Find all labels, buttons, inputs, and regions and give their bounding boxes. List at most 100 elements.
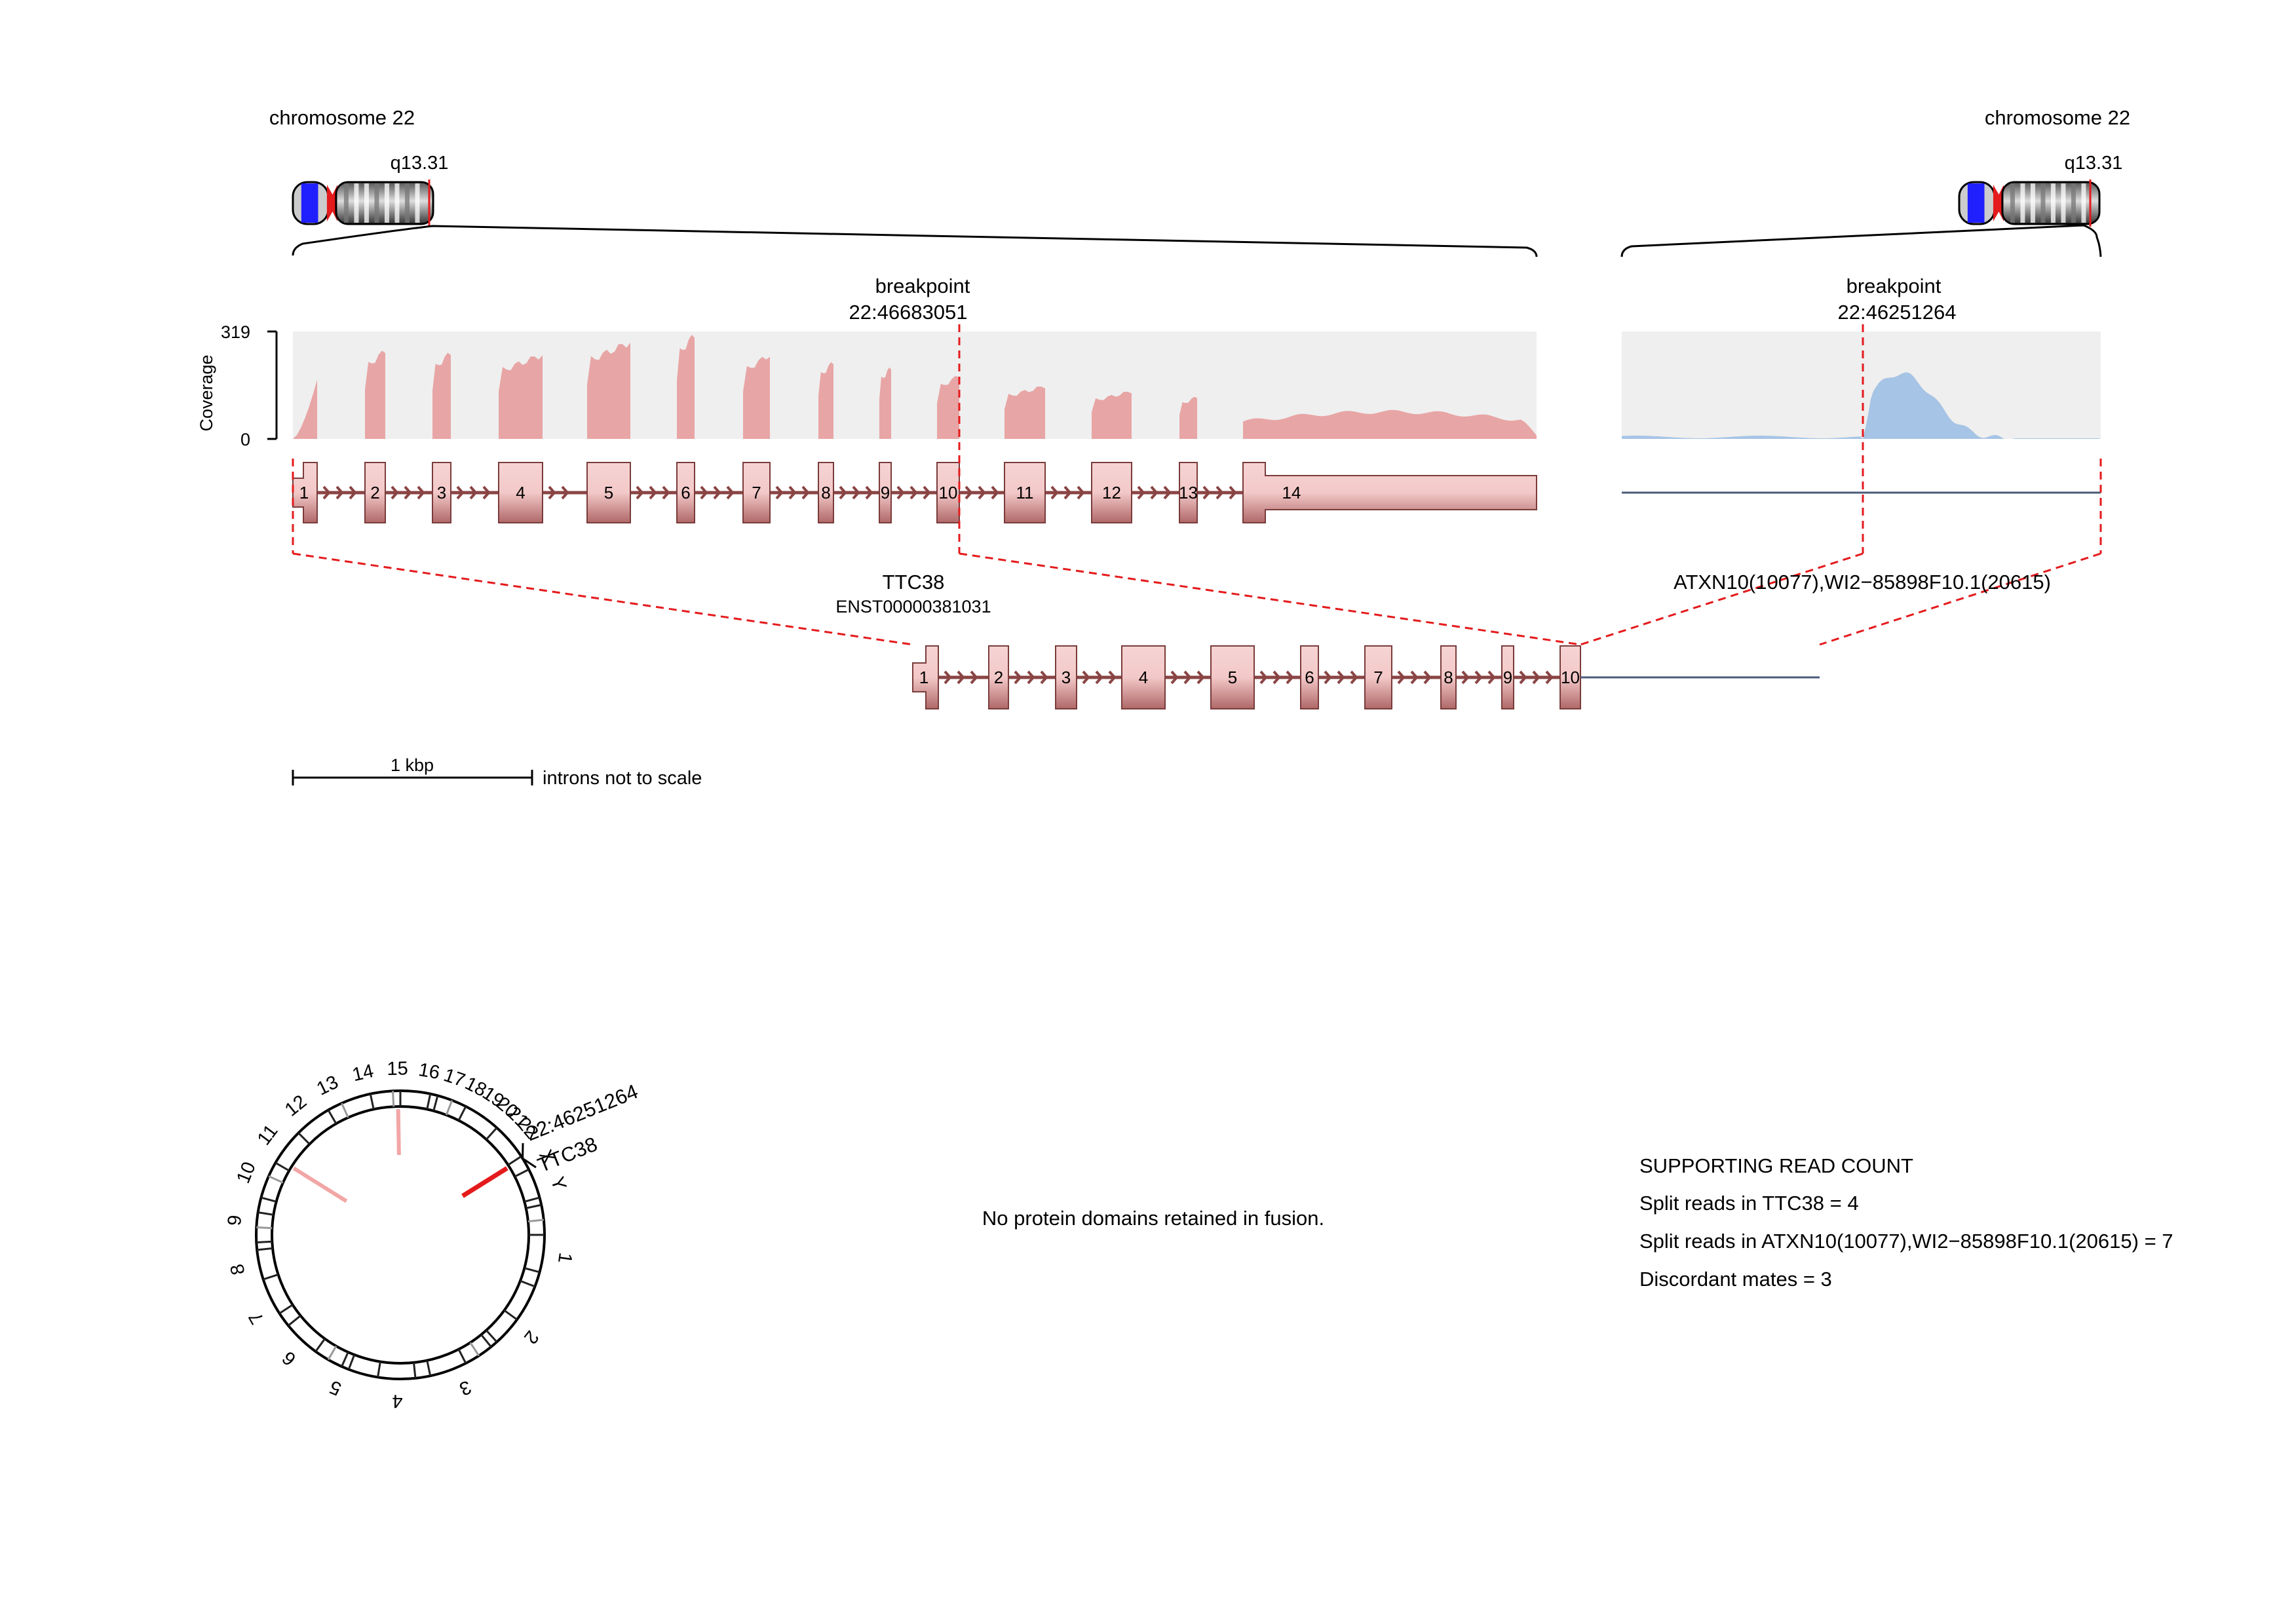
exon	[936, 462, 960, 523]
intron-arrow	[1272, 670, 1281, 685]
intron-arrow	[1063, 485, 1072, 500]
exon-label: 13	[1179, 483, 1198, 502]
right-breakpoint-label: breakpoint	[1846, 274, 1942, 297]
intron-arrow	[896, 485, 905, 500]
intron-arrow	[1196, 670, 1205, 685]
coverage-exon-peak	[1243, 409, 1537, 439]
cytoband	[341, 1351, 349, 1367]
exon-label: 1	[919, 668, 928, 687]
q-band	[354, 183, 359, 223]
q-band	[374, 183, 379, 223]
read-count-discordant: Discordant mates = 3	[1639, 1268, 1832, 1291]
intron-arrow	[1545, 670, 1554, 685]
left-chromosome-band: q13.31	[391, 153, 449, 174]
intron-arrow	[1215, 485, 1224, 500]
intron-arrow	[1095, 670, 1103, 685]
intron-arrow	[1027, 670, 1035, 685]
exon	[1055, 645, 1077, 709]
exon-label: 2	[994, 668, 1003, 687]
circos-breakpoint-label: 22:46251264	[523, 1080, 641, 1145]
exon-label: 10	[1561, 668, 1580, 687]
intron-arrow	[391, 485, 399, 500]
exon-label: 12	[1102, 483, 1121, 502]
q-band	[2040, 183, 2046, 223]
exon-label: 14	[1282, 483, 1301, 502]
q-band	[2071, 183, 2076, 223]
exon	[586, 462, 631, 523]
exon	[1004, 462, 1046, 523]
coverage-exon-peak	[677, 335, 695, 439]
projection-line-1	[292, 552, 913, 646]
cytoband	[258, 1211, 274, 1216]
p-arm-band	[1967, 183, 1985, 223]
q-band	[2010, 183, 2015, 223]
gene5-transcript: ENST00000381031	[835, 597, 991, 616]
circos-chromosome-label: 4	[392, 1390, 403, 1411]
cytoband	[520, 1279, 535, 1288]
right-chromosome-ideogram	[1958, 179, 2101, 227]
intron-arrow	[1050, 485, 1059, 500]
cytoband	[263, 1274, 279, 1281]
intron-arrow	[1077, 485, 1085, 500]
intron-arrow	[865, 485, 873, 500]
exon	[1559, 645, 1581, 709]
exon	[292, 462, 318, 523]
fusion-model: 1 2 3 4 5 6 7 8 9 10	[912, 645, 1581, 709]
intron-arrow	[1229, 485, 1237, 500]
cytoband	[426, 1093, 432, 1110]
circos-chromosome-label: 13	[313, 1072, 341, 1100]
cytoband	[377, 1361, 381, 1378]
coverage-exon-peak	[432, 352, 451, 439]
intron-arrow	[1170, 670, 1179, 685]
left-chromosome-ideogram	[292, 179, 434, 227]
intron-arrow	[1108, 670, 1117, 685]
exon	[988, 645, 1009, 709]
intron-arrow	[1337, 670, 1345, 685]
cytoband	[486, 1329, 498, 1343]
exon	[912, 645, 939, 709]
q-band	[343, 183, 349, 223]
intron-arrow	[322, 485, 331, 500]
intron-arrow	[404, 485, 412, 500]
exon	[1501, 645, 1514, 709]
intron-arrow	[801, 485, 810, 500]
intron-arrow	[713, 485, 721, 500]
circos-chromosome-label: 14	[351, 1061, 376, 1086]
exon-label: 4	[1139, 668, 1148, 687]
intron-arrow	[852, 485, 860, 500]
intron-arrow	[482, 485, 491, 500]
intron-arrow	[1163, 485, 1172, 500]
cytoband	[469, 1342, 480, 1357]
circos-fusion-link	[461, 1166, 508, 1198]
intron-arrow	[456, 485, 465, 500]
circos-link	[292, 1166, 348, 1203]
coverage-axis-max-label: 319	[221, 322, 250, 342]
intron-arrow	[1487, 670, 1496, 685]
cytoband	[445, 1100, 453, 1116]
circos-chromosome-label: 3	[456, 1376, 474, 1399]
projection-line-2	[959, 552, 1581, 646]
circos-chromosome-label: 1	[554, 1251, 576, 1264]
scale-bar-label: 1 kbp	[391, 755, 434, 775]
right-chromosome-label: chromosome 22	[1985, 106, 2130, 129]
circos-chromosome-label: 9	[224, 1214, 246, 1226]
coverage-exon-peak	[1004, 387, 1045, 439]
cytoband	[327, 1345, 337, 1361]
intron-arrow	[965, 485, 973, 500]
coverage-exon-peak	[499, 355, 543, 439]
cytoband	[315, 1338, 326, 1352]
cytoband	[457, 1106, 467, 1122]
right-breakpoint-position: 22:46251264	[1837, 301, 1956, 324]
coverage-exon-peak	[293, 379, 317, 439]
circos-chromosome-label: 8	[227, 1262, 250, 1276]
read-count-split-gene3: Split reads in ATXN10(10077),WI2−85898F1…	[1639, 1230, 2173, 1253]
cytoband	[288, 1315, 301, 1327]
intron-arrow	[1040, 670, 1048, 685]
coverage-exon-peak	[1179, 396, 1197, 439]
circos-chromosome-label: 5	[326, 1376, 344, 1399]
intron-arrow	[944, 670, 952, 685]
exon	[818, 462, 834, 523]
coverage-exon-peak	[1092, 392, 1132, 439]
cytoband	[347, 1354, 356, 1370]
